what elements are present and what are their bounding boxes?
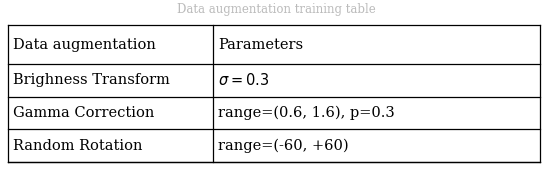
Text: Data augmentation training table: Data augmentation training table (177, 4, 375, 16)
Text: range=(0.6, 1.6), p=0.3: range=(0.6, 1.6), p=0.3 (218, 106, 395, 120)
Text: Brighness Transform: Brighness Transform (13, 73, 170, 87)
Text: range=(-60, +60): range=(-60, +60) (218, 139, 348, 153)
Text: Random Rotation: Random Rotation (13, 139, 142, 153)
Text: Gamma Correction: Gamma Correction (13, 106, 155, 120)
Text: Parameters: Parameters (218, 38, 303, 52)
Text: Data augmentation: Data augmentation (13, 38, 156, 52)
Text: $\sigma = 0.3$: $\sigma = 0.3$ (218, 72, 269, 88)
